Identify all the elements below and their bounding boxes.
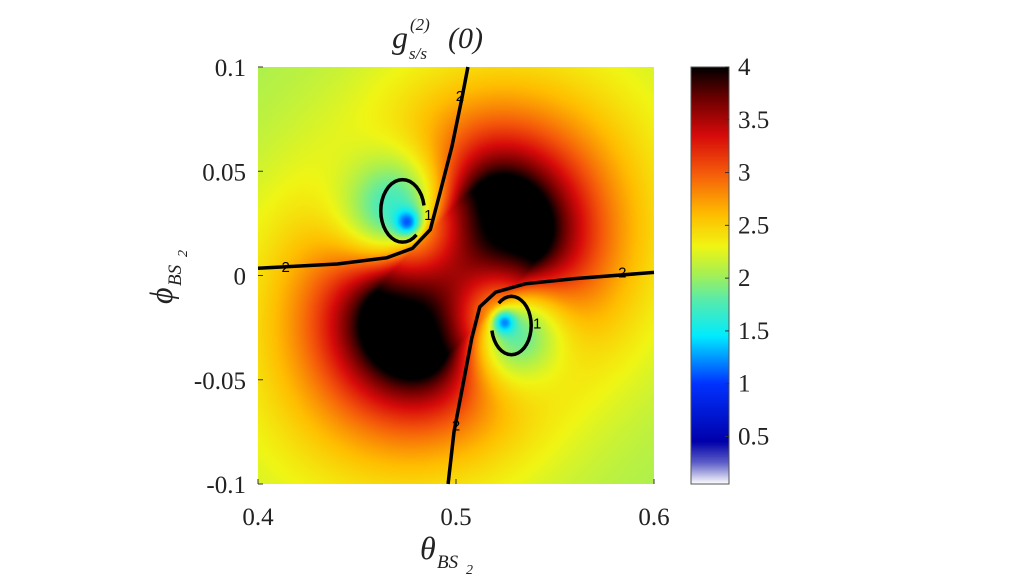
contour-line-2	[446, 270, 655, 485]
y-tick-label: -0.1	[206, 472, 246, 499]
contour-label: 2	[282, 259, 290, 276]
y-tick-label: 0	[234, 264, 247, 291]
y-tick-label: 0.05	[202, 159, 246, 186]
y-tick-label: 0.1	[215, 55, 246, 82]
colorbar-gradient	[691, 67, 729, 484]
colorbar-tick-label: 1	[738, 371, 751, 398]
colorbar-tick-label: 0.5	[738, 423, 769, 450]
contour-line-1	[379, 177, 426, 244]
x-axis-label: θ BS 2	[420, 530, 473, 576]
y-axis-ticks: -0.1 -0.05 0 0.05 0.1	[194, 55, 263, 499]
colorbar-tick-label: 2	[738, 265, 751, 292]
svg-text:s/s: s/s	[409, 44, 427, 63]
svg-text:BS: BS	[165, 264, 186, 286]
colorbar-tick-label: 2.5	[738, 212, 769, 239]
contour-line-2	[257, 66, 470, 270]
y-axis-label: ϕ BS 2	[143, 250, 191, 304]
contour-label: 2	[456, 88, 464, 105]
svg-text:2: 2	[176, 250, 191, 257]
colorbar-ticks: 0.5 1 1.5 2 2.5 3 3.5 4	[725, 54, 769, 450]
contour-label: 2	[452, 418, 460, 435]
colorbar-frame	[690, 66, 730, 485]
svg-text:θ: θ	[420, 530, 436, 566]
svg-text:ϕ: ϕ	[143, 287, 179, 304]
x-tick-label: 0.4	[242, 504, 274, 531]
svg-text:2: 2	[466, 563, 473, 576]
contour-label: 2	[618, 264, 626, 281]
contour-labels: 2 2 2 2 1 1	[282, 88, 627, 435]
svg-text:g: g	[392, 19, 408, 55]
colorbar-tick-label: 3.5	[738, 107, 769, 134]
svg-text:(0): (0)	[448, 22, 483, 55]
colorbar-tick-label: 4	[738, 54, 751, 81]
colorbar: 0.5 1 1.5 2 2.5 3 3.5 4	[690, 54, 769, 485]
contour-label: 1	[533, 315, 541, 332]
colorbar-tick-label: 3	[738, 160, 751, 187]
contour-lines	[257, 66, 655, 485]
y-tick-label: -0.05	[194, 368, 246, 395]
x-axis-ticks: 0.4 0.5 0.6	[242, 479, 670, 531]
svg-text:(2): (2)	[410, 15, 430, 34]
contour-line-1	[490, 294, 533, 357]
contour-label: 1	[424, 207, 432, 224]
x-tick-label: 0.6	[638, 504, 669, 531]
chart-title: g (2) s/s (0)	[392, 15, 483, 63]
colorbar-tick-label: 1.5	[738, 318, 769, 345]
plot-area: 2 2 2 2 1 1	[257, 66, 655, 485]
svg-text:BS: BS	[437, 552, 459, 573]
x-tick-label: 0.5	[440, 504, 471, 531]
